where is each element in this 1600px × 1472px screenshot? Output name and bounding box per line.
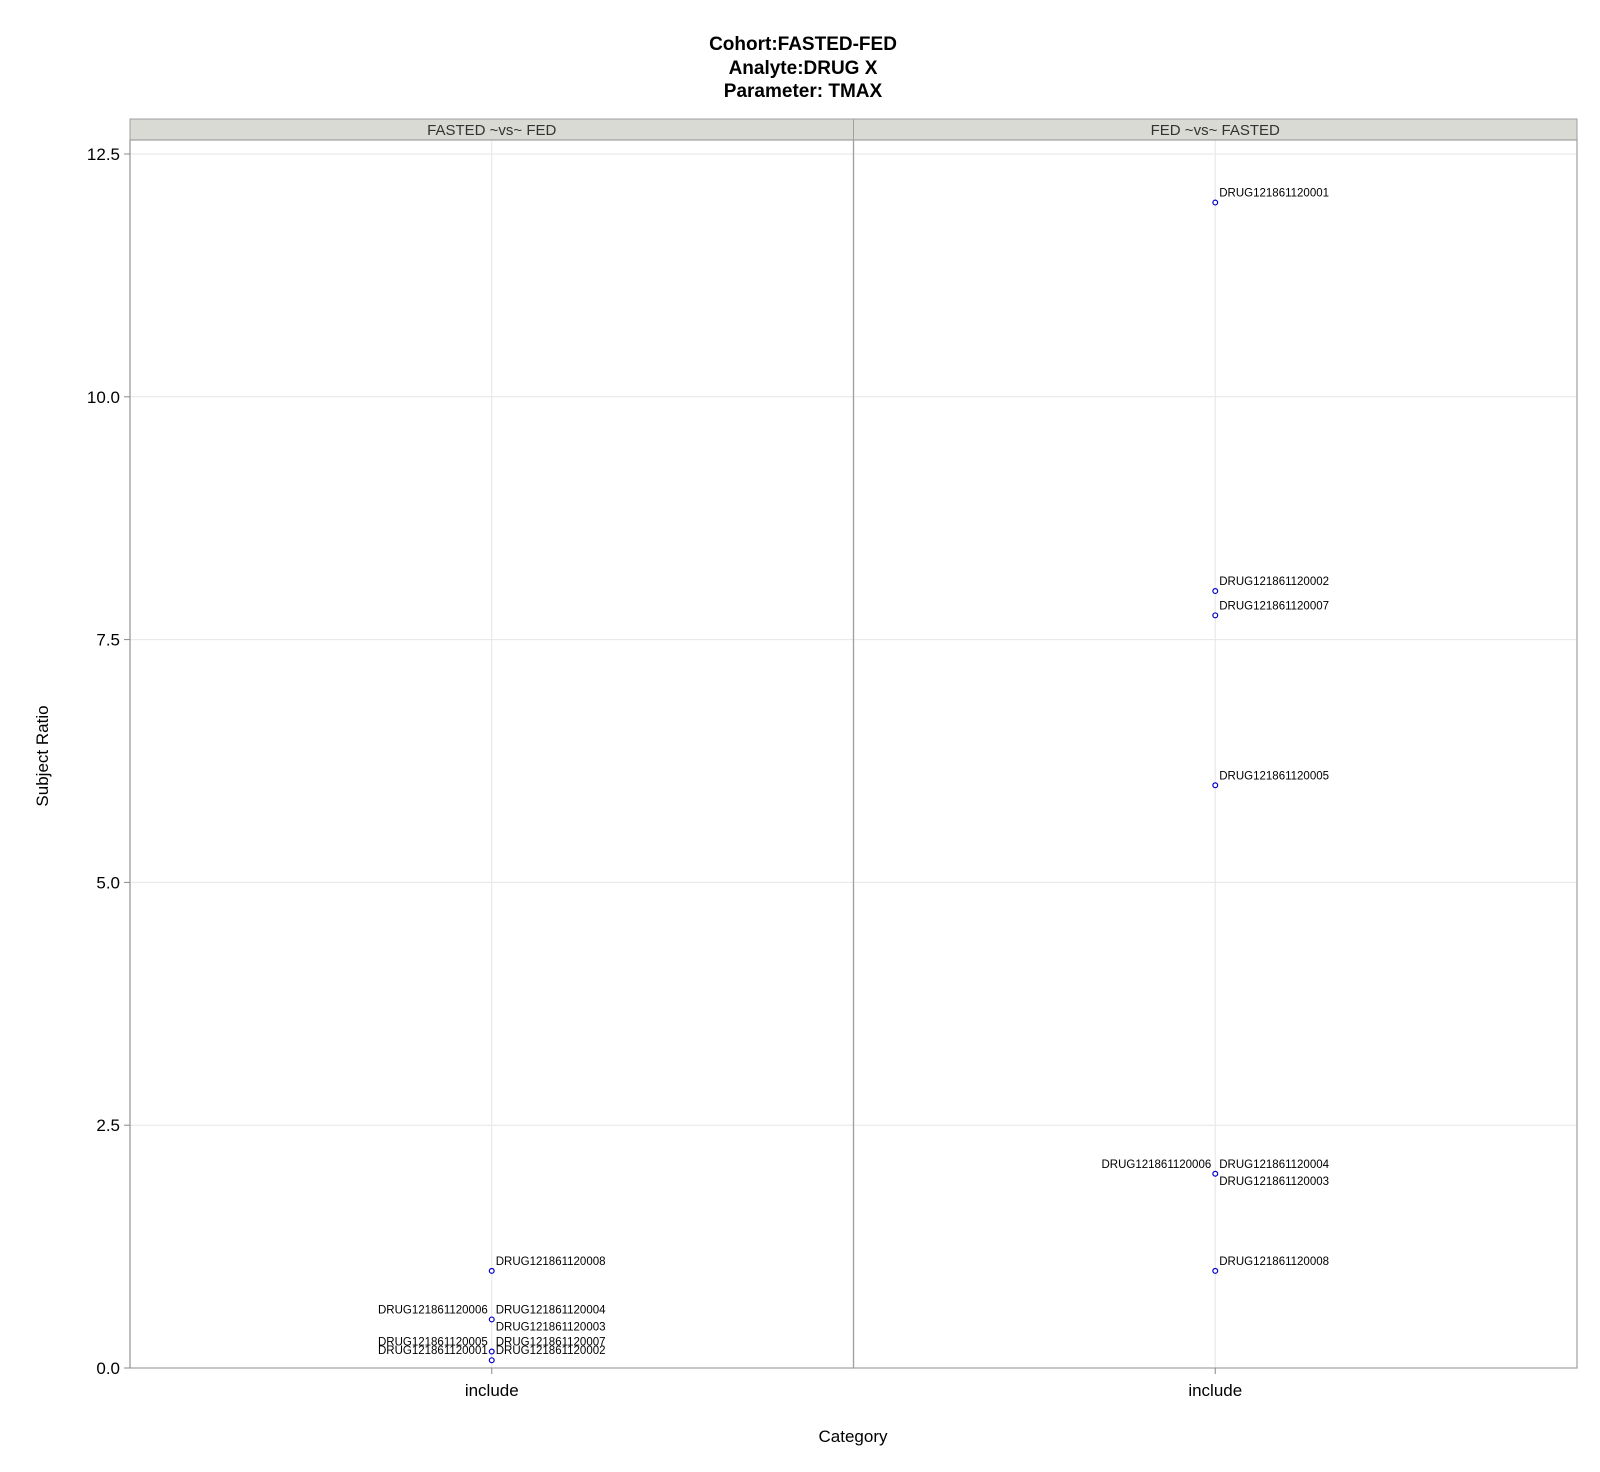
data-point (1212, 782, 1219, 789)
data-point (488, 1357, 495, 1364)
data-point-label: DRUG121861120006 (1101, 1159, 1211, 1171)
panel-2: FED ~vs~ FASTEDincludeDRUG121861120001DR… (852, 118, 1578, 1400)
data-point-label: DRUG121861120005 (1219, 770, 1329, 782)
y-tick-label: 7.5 (96, 631, 120, 650)
y-tick-label: 0.0 (96, 1359, 120, 1378)
title-line-analyte: Analyte:DRUG X (729, 58, 878, 79)
data-point-label: DRUG121861120001 (1219, 188, 1329, 200)
panel-strip-label: FASTED ~vs~ FED (427, 122, 556, 139)
series-points: DRUG121861120001 DRUG121861120002 DRUG1218… (1101, 188, 1330, 1274)
data-point (1212, 1170, 1219, 1177)
data-point (1212, 199, 1219, 206)
y-tick-label: 10.0 (87, 388, 120, 407)
y-tick-label: 5.0 (96, 873, 120, 892)
data-point-label: DRUG121861120007 (1219, 600, 1329, 612)
data-point (488, 1316, 495, 1323)
data-point-label: DRUG121861120005 (378, 1336, 488, 1348)
x-tick-label: include (1188, 1381, 1242, 1400)
data-point-label: DRUG121861120007 (496, 1336, 606, 1348)
chart-title: Cohort:FASTED-FED Analyte:DRUG X Paramet… (709, 34, 897, 102)
panels-layer: FASTED ~vs~ FEDincludeDRUG121861120008DR… (129, 118, 1578, 1400)
y-tick-label: 2.5 (96, 1116, 120, 1135)
data-point-label: DRUG121861120006 (378, 1304, 488, 1316)
data-point-label: DRUG121861120003 (1219, 1176, 1329, 1188)
data-point-label: DRUG121861120002 (496, 1345, 606, 1357)
data-point-label: DRUG121861120008 (1219, 1256, 1329, 1268)
data-point (1212, 1267, 1219, 1274)
data-point-label: DRUG121861120008 (496, 1256, 606, 1268)
x-tick-label: include (465, 1381, 519, 1400)
title-line-cohort: Cohort:FASTED-FED (709, 34, 897, 55)
y-axis-label: Subject Ratio (33, 705, 52, 806)
data-point (488, 1348, 495, 1355)
y-tick-label: 12.5 (87, 145, 120, 164)
data-point (488, 1267, 495, 1274)
panel-1: FASTED ~vs~ FEDincludeDRUG121861120008DR… (129, 118, 855, 1400)
data-point-label: DRUG121861120004 (496, 1304, 606, 1316)
data-point-label: DRUG121861120001 (378, 1345, 488, 1357)
data-point-label: DRUG121861120002 (1219, 576, 1329, 588)
x-axis-label: Category (819, 1427, 888, 1446)
data-point-label: DRUG121861120004 (1219, 1159, 1329, 1171)
data-point (1212, 588, 1219, 595)
series-points: DRUG121861120008 DRUG121861120004 DRUG1218… (378, 1256, 606, 1364)
data-point (1212, 612, 1219, 619)
y-axis: 0.0 2.5 5.0 7.5 10.0 12.5 (87, 140, 131, 1378)
title-line-parameter: Parameter: TMAX (724, 81, 883, 102)
panel-strip-label: FED ~vs~ FASTED (1151, 122, 1280, 139)
data-point-label: DRUG121861120003 (496, 1321, 606, 1333)
